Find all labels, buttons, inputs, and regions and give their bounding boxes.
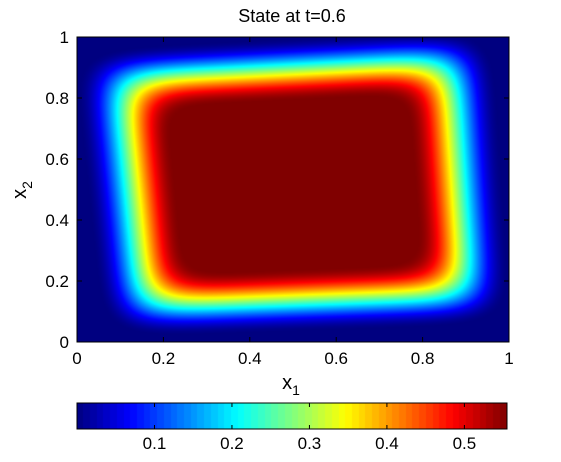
colorbar-tick-label: 0.2 [220, 434, 244, 453]
y-axis-label-subscript: 2 [19, 181, 35, 189]
colorbar: 0.1 0.2 0.3 0.4 0.5 [76, 402, 508, 453]
x-tick-label: 0 [72, 349, 81, 368]
heatmap-field [77, 37, 509, 342]
x-tick-label: 0.2 [152, 349, 176, 368]
y-tick-label: 0 [60, 333, 69, 352]
colorbar-ticks: 0.1 0.2 0.3 0.4 0.5 [143, 403, 477, 453]
colorbar-tick-label: 0.5 [453, 434, 477, 453]
colorbar-frame [76, 402, 508, 430]
x-axis-label: x1 [282, 372, 300, 398]
y-axis-ticks: 0 0.2 0.4 0.6 0.8 1 [45, 28, 509, 352]
x-tick-label: 0.8 [411, 349, 435, 368]
y-axis-label-base: x [9, 189, 31, 199]
x-axis-ticks: 0 0.2 0.4 0.6 0.8 1 [72, 37, 514, 368]
y-tick-label: 0.2 [45, 272, 69, 291]
y-tick-label: 0.6 [45, 150, 69, 169]
colorbar-tick-label: 0.4 [375, 434, 399, 453]
x-tick-label: 1 [504, 349, 513, 368]
colorbar-gradient [77, 403, 507, 429]
plot-area [76, 36, 510, 343]
chart-title: State at t=0.6 [238, 6, 346, 26]
y-axis-label: x2 [9, 181, 35, 199]
colorbar-tick-label: 0.1 [143, 434, 167, 453]
plot-frame [76, 36, 510, 343]
x-axis-label-subscript: 1 [292, 382, 300, 398]
x-axis-label-base: x [282, 372, 292, 394]
x-tick-label: 0.6 [324, 349, 348, 368]
y-tick-label: 1 [60, 28, 69, 47]
y-tick-label: 0.8 [45, 89, 69, 108]
colorbar-tick-label: 0.3 [298, 434, 322, 453]
x-tick-label: 0.4 [238, 349, 262, 368]
y-tick-label: 0.4 [45, 211, 69, 230]
